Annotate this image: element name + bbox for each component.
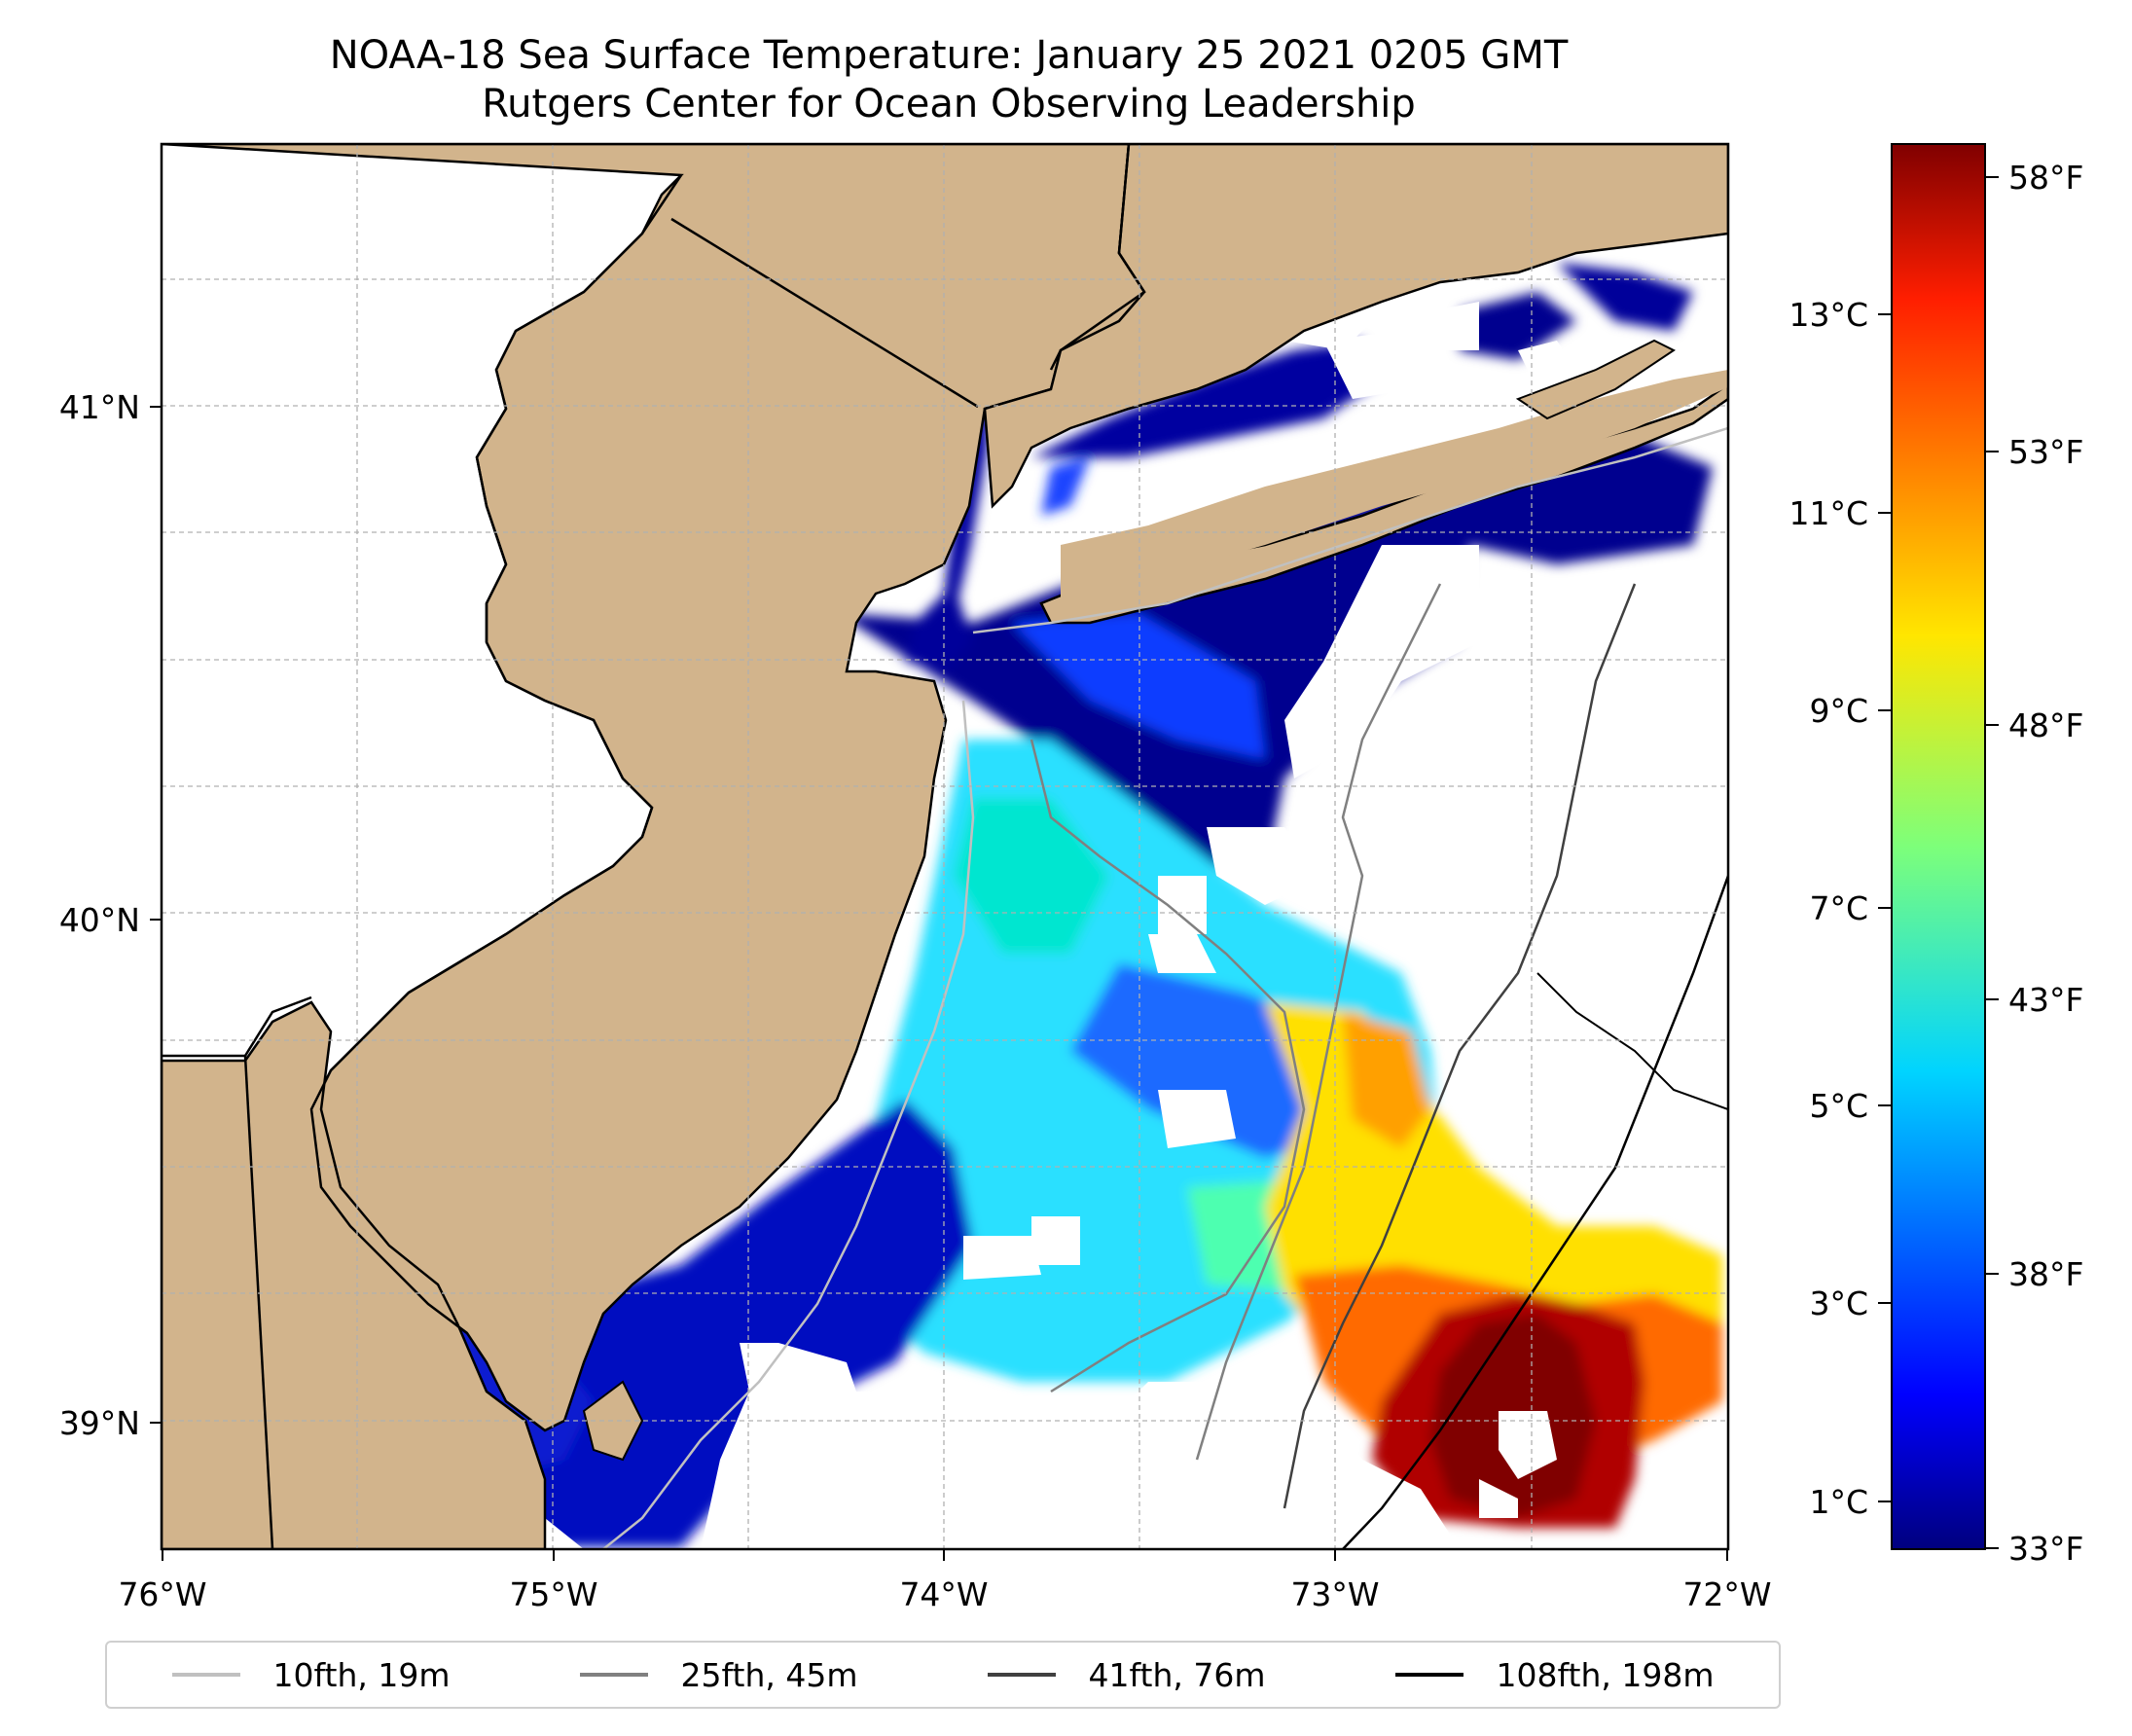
legend-item: 41fth, 76m (987, 1655, 1266, 1694)
bathymetry-contours (602, 426, 1728, 1549)
celsius-tick-label: 11°C (1789, 494, 1868, 532)
legend-line-swatch (987, 1673, 1056, 1677)
legend-item: 10fth, 19m (171, 1655, 451, 1694)
legend-label: 41fth, 76m (1088, 1655, 1266, 1694)
lon-tick-label: 72°W (1682, 1575, 1771, 1613)
fahrenheit-tick-label: 53°F (2008, 433, 2083, 471)
celsius-tick-label: 1°C (1809, 1483, 1868, 1521)
celsius-tick-label: 5°C (1809, 1087, 1868, 1125)
celsius-tick-label: 3°C (1809, 1284, 1868, 1322)
celsius-tick-label: 13°C (1789, 296, 1868, 334)
legend-line-swatch (171, 1673, 240, 1677)
lon-tick-label: 75°W (509, 1575, 597, 1613)
legend-label: 10fth, 19m (272, 1655, 451, 1694)
legend-line-swatch (579, 1673, 648, 1677)
lon-tick-label: 74°W (899, 1575, 988, 1613)
sst-field (162, 144, 1728, 1549)
chart-subtitle: Rutgers Center for Ocean Observing Leade… (482, 82, 1416, 127)
map-gridlines (162, 144, 1728, 1549)
legend-line-swatch (1394, 1673, 1463, 1677)
fahrenheit-tick-label: 38°F (2008, 1255, 2083, 1293)
lat-tick-label: 40°N (59, 901, 140, 939)
legend-item: 25fth, 45m (579, 1655, 858, 1694)
legend-label: 108fth, 198m (1496, 1655, 1715, 1694)
fahrenheit-tick-label: 33°F (2008, 1530, 2083, 1568)
lon-tick-label: 73°W (1290, 1575, 1379, 1613)
contour-legend: 10fth, 19m 25fth, 45m 41fth, 76m 108fth,… (105, 1641, 1781, 1709)
fahrenheit-tick-label: 48°F (2008, 706, 2083, 744)
axis-ticks (150, 406, 1728, 1561)
legend-item: 108fth, 198m (1394, 1655, 1715, 1694)
lat-tick-label: 39°N (59, 1404, 140, 1442)
legend-label: 25fth, 45m (680, 1655, 858, 1694)
fahrenheit-tick-label: 43°F (2008, 981, 2083, 1019)
lat-tick-label: 41°N (59, 388, 140, 426)
fahrenheit-tick-label: 58°F (2008, 159, 2083, 197)
celsius-tick-label: 9°C (1809, 692, 1868, 730)
celsius-tick-label: 7°C (1809, 889, 1868, 927)
colorbar (1891, 143, 1986, 1550)
chart-title: NOAA-18 Sea Surface Temperature: January… (329, 33, 1569, 78)
lon-tick-label: 76°W (118, 1575, 206, 1613)
